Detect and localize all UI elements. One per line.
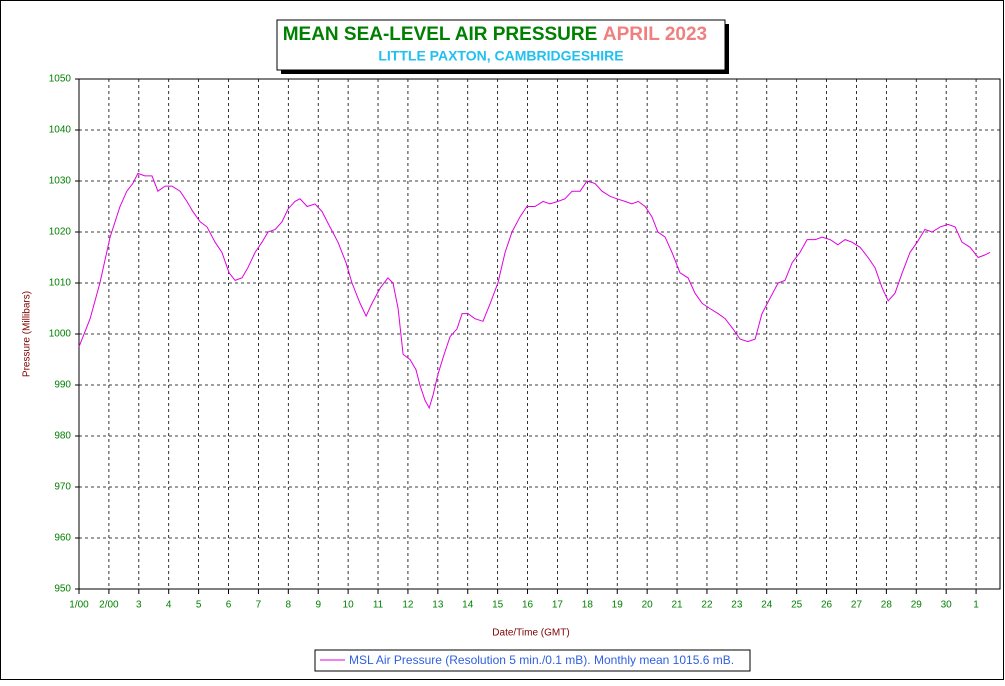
y-tick-label: 970: [54, 482, 71, 493]
x-tick-label: 2/00: [99, 600, 119, 611]
x-tick-label: 9: [315, 600, 321, 611]
x-tick-label: 25: [791, 600, 803, 611]
y-axis-label: Pressure (Millibars): [22, 291, 33, 377]
x-tick-label: 23: [731, 600, 743, 611]
x-tick-label: 17: [552, 600, 564, 611]
x-tick-label: 29: [911, 600, 923, 611]
legend-label: MSL Air Pressure (Resolution 5 min./0.1 …: [349, 653, 734, 667]
x-tick-label: 6: [226, 600, 232, 611]
x-tick-label: 13: [432, 600, 444, 611]
x-tick-label: 5: [196, 600, 202, 611]
x-tick-label: 11: [373, 600, 384, 611]
x-tick-label: 4: [166, 600, 172, 611]
x-tick-label: 14: [462, 600, 474, 611]
x-tick-label: 1: [973, 600, 979, 611]
x-tick-label: 1/00: [69, 600, 89, 611]
title-box: [276, 19, 726, 71]
y-tick-label: 960: [54, 533, 71, 544]
x-tick-label: 10: [343, 600, 355, 611]
y-tick-label: 1010: [49, 278, 72, 289]
y-tick-label: 950: [54, 584, 71, 595]
x-tick-label: 19: [612, 600, 624, 611]
x-tick-label: 8: [286, 600, 292, 611]
chart-subtitle: LITTLE PAXTON, CAMBRIDGESHIRE: [378, 48, 623, 64]
x-axis-label: Date/Time (GMT): [492, 628, 569, 639]
x-tick-label: 7: [256, 600, 262, 611]
y-tick-label: 980: [54, 431, 71, 442]
x-tick-label: 3: [136, 600, 142, 611]
chart-period: APRIL 2023: [603, 24, 707, 45]
x-tick-label: 12: [402, 600, 414, 611]
legend: [314, 649, 751, 672]
x-tick-label: 30: [941, 600, 953, 611]
x-tick-label: 28: [881, 600, 893, 611]
chart-title: MEAN SEA-LEVEL AIR PRESSURE: [283, 24, 598, 45]
x-tick-label: 21: [671, 600, 683, 611]
y-tick-label: 1000: [49, 329, 72, 340]
x-tick-label: 22: [701, 600, 713, 611]
y-tick-label: 1050: [49, 74, 72, 85]
y-tick-label: 1020: [49, 227, 72, 238]
pressure-line: [78, 172, 991, 410]
x-tick-label: 24: [761, 600, 773, 611]
x-tick-label: 15: [492, 600, 504, 611]
y-tick-label: 1040: [49, 125, 72, 136]
x-tick-label: 18: [582, 600, 594, 611]
x-tick-label: 27: [851, 600, 863, 611]
y-tick-label: 1030: [49, 176, 72, 187]
y-tick-label: 990: [54, 380, 71, 391]
x-tick-label: 20: [642, 600, 654, 611]
plot-border: [78, 78, 1001, 590]
x-tick-label: 16: [522, 600, 534, 611]
x-tick-label: 26: [821, 600, 833, 611]
